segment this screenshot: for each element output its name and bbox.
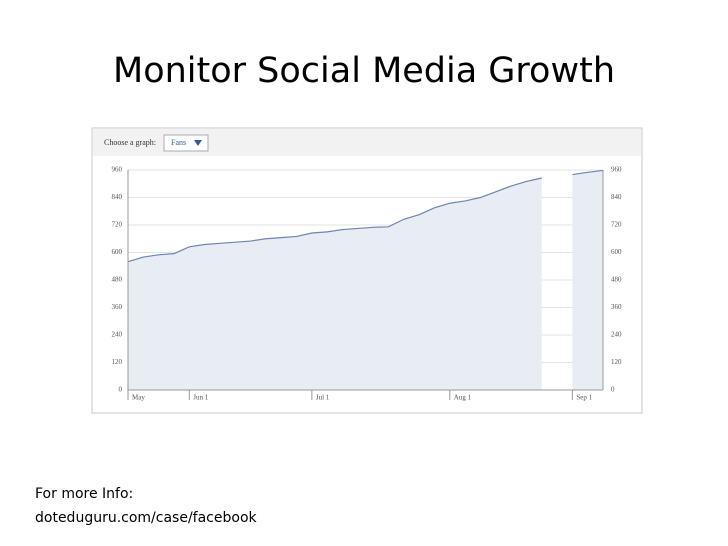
- y-tick-label: 840: [112, 193, 123, 201]
- footer-label: For more Info:: [35, 486, 133, 502]
- y2-tick-label: 600: [611, 248, 622, 256]
- y2-tick-label: 240: [611, 331, 622, 339]
- dropdown-arrow: [194, 140, 202, 146]
- area-fill: [128, 178, 542, 390]
- area-fill: [572, 170, 603, 390]
- y2-tick-label: 960: [611, 166, 622, 174]
- x-tick-label: Sep 1: [576, 394, 592, 402]
- y2-tick-label: 0: [611, 386, 615, 394]
- dropdown-value: Fans: [171, 138, 186, 147]
- x-tick-label: Jun 1: [193, 394, 208, 402]
- x-tick-label: Jul 1: [316, 394, 330, 402]
- y-tick-label: 0: [119, 386, 123, 394]
- y2-tick-label: 360: [611, 303, 622, 311]
- y2-tick-label: 720: [611, 221, 622, 229]
- y-tick-label: 480: [112, 276, 123, 284]
- y-tick-label: 120: [112, 358, 123, 366]
- x-tick-label: Aug 1: [454, 394, 472, 402]
- y-tick-label: 720: [112, 221, 123, 229]
- y-tick-label: 960: [112, 166, 123, 174]
- footer-url: doteduguru.com/case/facebook: [35, 510, 258, 526]
- x-tick-label: May: [132, 394, 145, 402]
- y2-tick-label: 120: [611, 358, 622, 366]
- series-line: [127, 169, 604, 263]
- control-label: Choose a graph:: [104, 138, 156, 147]
- y-tick-label: 600: [112, 248, 123, 256]
- y2-tick-label: 840: [611, 193, 622, 201]
- y2-tick-label: 480: [611, 276, 622, 284]
- y-tick-label: 240: [112, 331, 123, 339]
- y-tick-label: 360: [112, 303, 123, 311]
- graph-dropdown[interactable]: [163, 134, 209, 152]
- slide-title: Monitor Social Media Growth: [113, 51, 615, 91]
